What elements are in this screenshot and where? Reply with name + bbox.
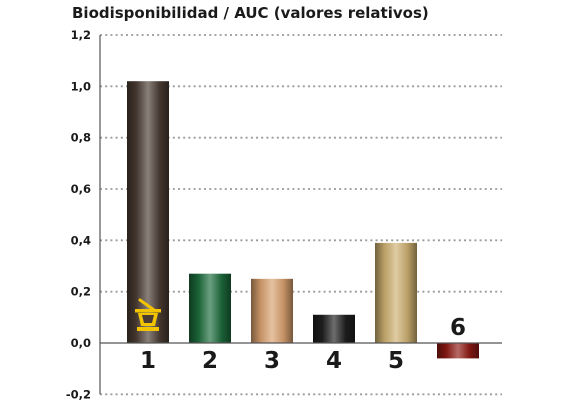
mortar-pestle-icon [135, 298, 161, 331]
y-tick-label: 0,8 [71, 131, 91, 145]
category-label: 3 [264, 348, 280, 374]
bar-5 [375, 242, 417, 343]
category-labels: 1 2 3 4 5 6 [140, 315, 466, 374]
category-label: 5 [388, 348, 404, 374]
y-tick-label: -0,2 [66, 387, 91, 400]
bar-2 [189, 273, 231, 343]
category-label: 6 [450, 315, 466, 341]
y-tick-label: 0,4 [71, 233, 91, 247]
category-label: 4 [326, 348, 342, 374]
y-tick-labels: -0,2 0,0 0,2 0,4 0,6 0,8 1,0 1,2 [66, 28, 91, 400]
y-tick-label: 0,2 [71, 285, 91, 299]
y-tick-label: 0,6 [71, 182, 91, 196]
y-tick-label: 0,0 [71, 336, 91, 350]
bar-4 [313, 314, 355, 343]
category-label: 2 [202, 348, 218, 374]
bar-3 [251, 278, 293, 343]
category-label: 1 [140, 348, 156, 374]
y-tick-label: 1,2 [71, 28, 91, 42]
bar-1 [127, 81, 169, 343]
y-tick-label: 1,0 [71, 79, 91, 93]
bars [127, 81, 479, 359]
bar-6 [437, 343, 479, 359]
y-axis-label: Biodisponibilidad / AUC (valores relativ… [72, 4, 429, 22]
